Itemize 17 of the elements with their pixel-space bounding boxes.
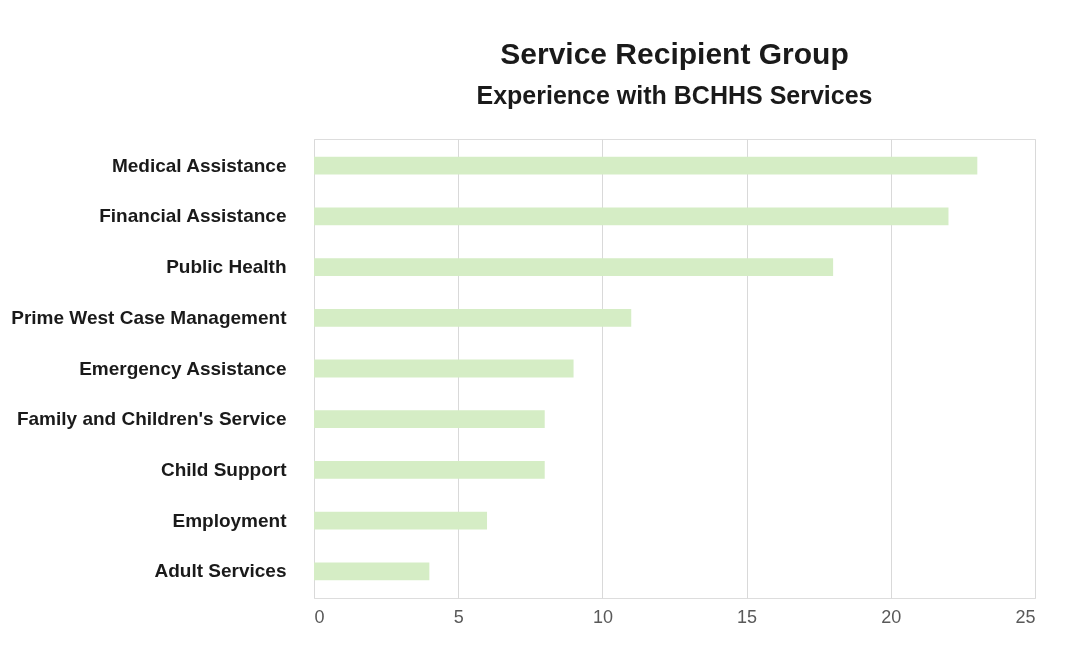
- chart-title: Service Recipient Group: [500, 37, 849, 70]
- x-tick-label: 25: [1015, 606, 1036, 627]
- x-tick-label: 15: [737, 606, 758, 627]
- y-tick-label: Family and Children's Service: [16, 408, 287, 430]
- y-tick-label: Financial Assistance: [99, 205, 287, 227]
- x-tick-label: 5: [453, 606, 464, 627]
- chart-subtitle: Experience with BCHHS Services: [476, 81, 873, 109]
- y-tick-label: Employment: [172, 509, 288, 531]
- y-tick-label: Emergency Assistance: [79, 357, 287, 379]
- y-tick-label: Medical Assistance: [111, 154, 287, 176]
- y-tick-label: Public Health: [166, 256, 287, 278]
- x-tick-label: 20: [881, 606, 902, 627]
- y-tick-label: Child Support: [160, 458, 288, 480]
- y-tick-label: Adult Services: [154, 560, 287, 582]
- y-tick-label: Prime West Case Management: [11, 306, 288, 328]
- x-tick-label: 0: [314, 606, 325, 627]
- x-tick-label: 10: [592, 606, 613, 627]
